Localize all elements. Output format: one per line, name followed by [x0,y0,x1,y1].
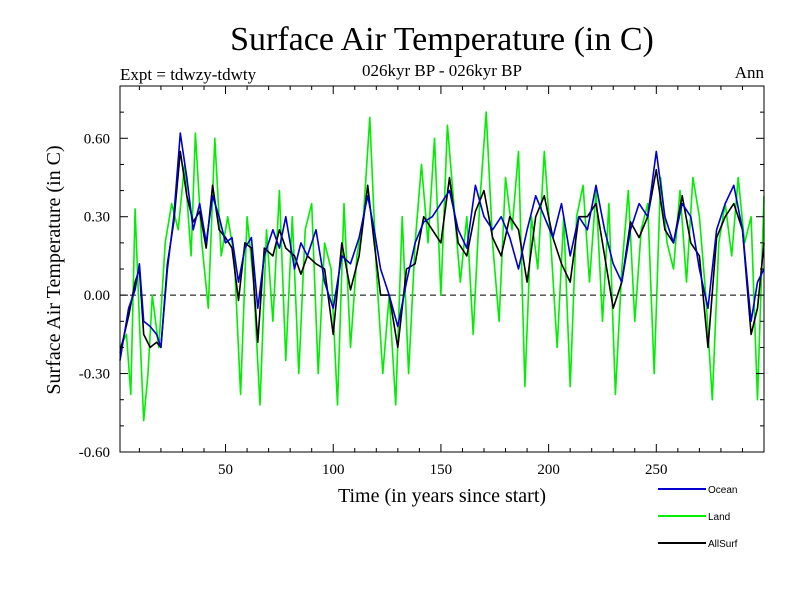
legend: Ocean Land AllSurf [658,485,738,550]
tick-layer: 50 100 150 200 250 -0.60 -0.30 0.00 0.30 0.60 [79,85,764,478]
y-tick-label: -0.30 [79,367,110,383]
legend-item-land: Land [658,512,730,523]
x-tick-label: 100 [322,462,345,478]
series-layer [119,111,765,422]
legend-item-allsurf: AllSurf [658,539,738,550]
legend-label: Land [708,512,730,523]
chart-subtitle: 026kyr BP - 026kyr BP [362,61,522,80]
y-tick-label: 0.00 [84,288,110,304]
legend-label: Ocean [708,485,737,496]
x-tick-label: 50 [218,462,233,478]
series-line-land [119,111,765,422]
y-tick-label: 0.30 [84,210,110,226]
x-axis-label: Time (in years since start) [338,485,546,507]
y-axis-label: Surface Air Temperature (in C) [43,145,65,394]
x-tick-label: 250 [645,462,668,478]
legend-label: AllSurf [708,539,738,550]
x-tick-label: 200 [537,462,560,478]
chart-title: Surface Air Temperature (in C) [230,21,654,58]
x-tick-label: 150 [430,462,453,478]
y-tick-label: -0.60 [79,445,110,461]
legend-item-ocean: Ocean [658,485,737,496]
y-tick-label: 0.60 [84,131,110,147]
series-line-ocean [119,132,765,361]
season-label: Ann [735,63,765,82]
expt-label: Expt = tdwzy-tdwty [120,65,257,84]
